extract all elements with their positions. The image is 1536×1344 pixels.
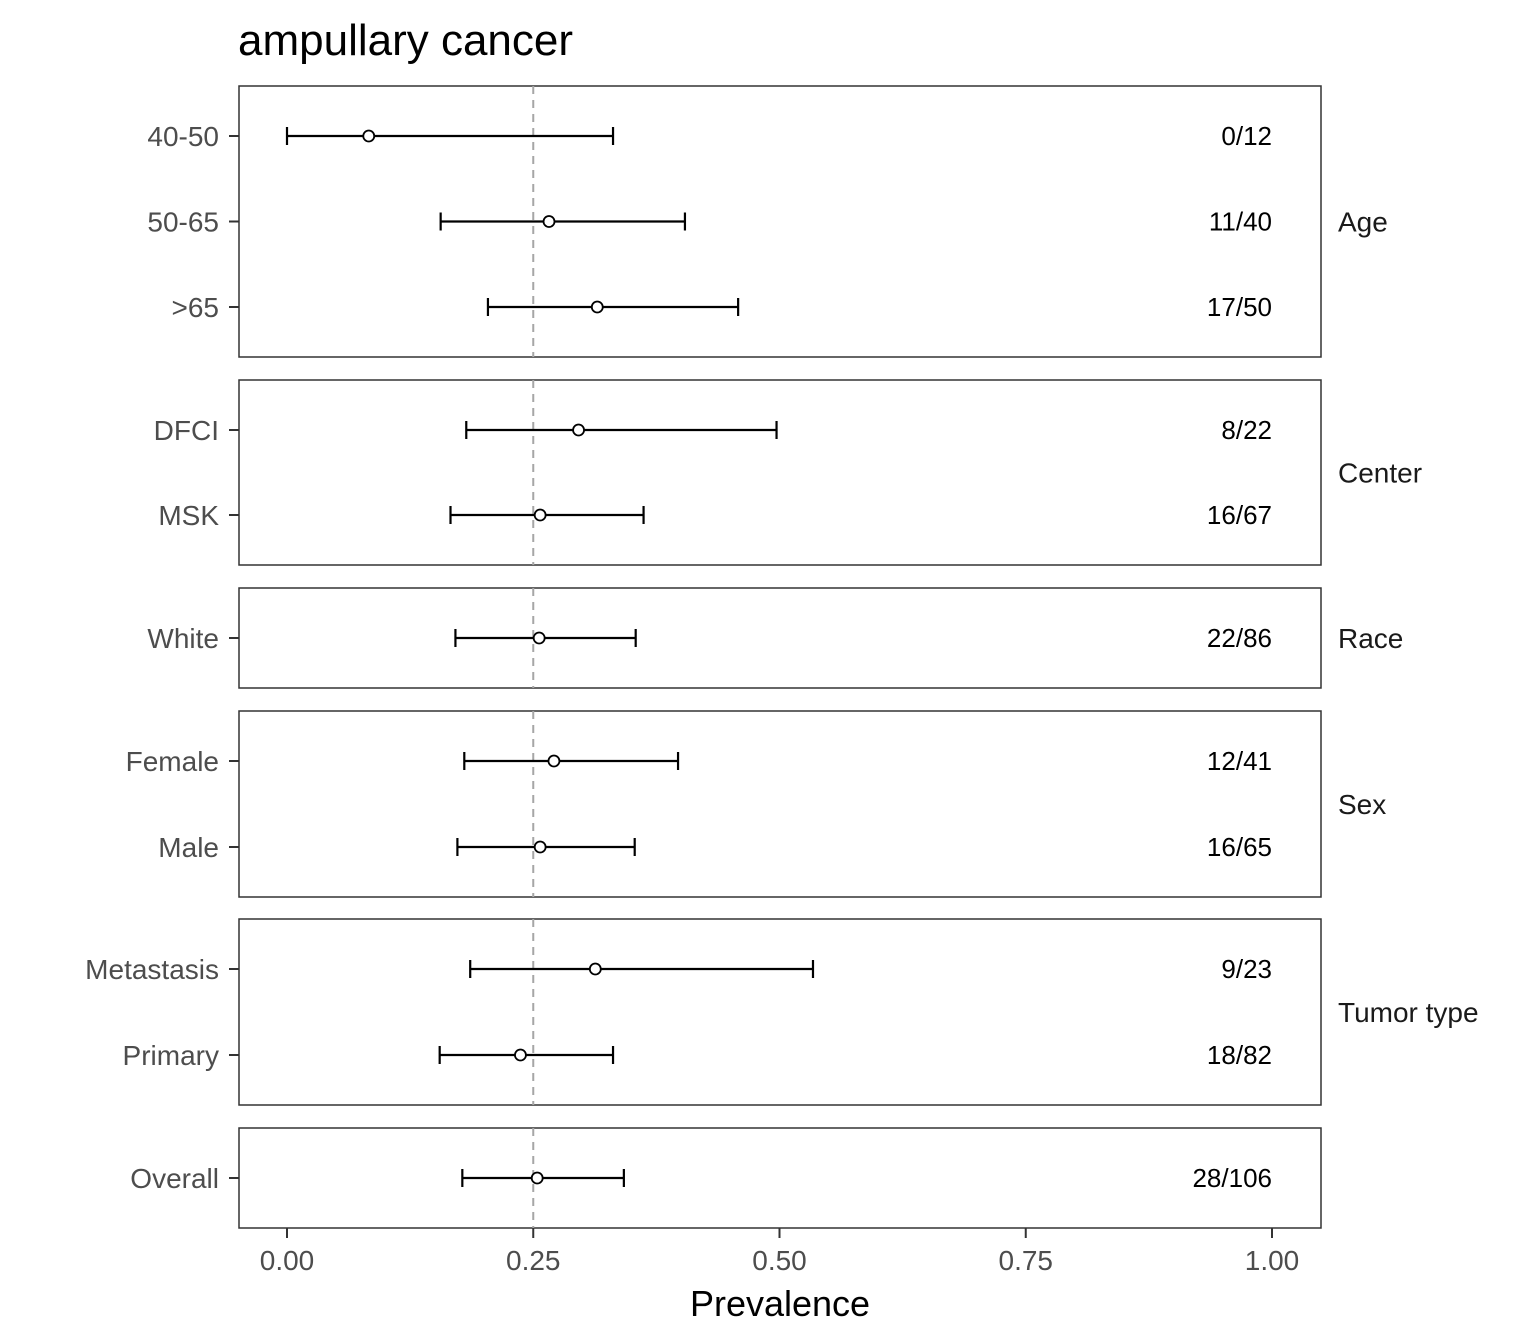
y-tick-label: Male (158, 832, 219, 863)
y-tick-label: Female (126, 746, 219, 777)
point-estimate (514, 1048, 527, 1062)
y-tick-label: White (147, 623, 219, 654)
point-estimate (532, 631, 546, 645)
panel-overall: Overall 28/106 (130, 1127, 1322, 1229)
count-label: 18/82 (1207, 1040, 1272, 1070)
x-tick-label: 0.75 (999, 1245, 1054, 1276)
y-tick-label: 50-65 (147, 207, 219, 238)
panel-center: DFCI 8/22 MSK 16/67 Center (154, 379, 1422, 566)
count-label: 28/106 (1192, 1163, 1272, 1193)
count-label: 16/67 (1207, 500, 1272, 530)
panel-strip-label: Sex (1338, 789, 1386, 820)
count-label: 11/40 (1209, 207, 1272, 237)
panel-strip-label: Race (1338, 623, 1403, 654)
panel-sex: Female 12/41 Male 16/65 Sex (126, 710, 1386, 898)
panels: 40-50 0/12 50-65 11/40 >65 17/50 Age DFCI 8/22 MS… (85, 85, 1479, 1229)
panel-race: White 22/86 Race (147, 587, 1403, 689)
panel-border (238, 587, 1322, 689)
panel-strip-label: Age (1338, 207, 1388, 238)
point-estimate (588, 962, 602, 976)
y-tick-label: MSK (158, 500, 219, 531)
panel-border (238, 918, 1322, 1106)
count-label: 12/41 (1207, 746, 1272, 776)
x-axis: 0.00 0.25 0.50 0.75 1.00 (260, 1228, 1300, 1276)
y-tick-label: Overall (130, 1163, 219, 1194)
y-tick-label: >65 (172, 292, 220, 323)
point-estimate (590, 300, 604, 314)
panel-age: 40-50 0/12 50-65 11/40 >65 17/50 Age (147, 85, 1388, 358)
count-label: 16/65 (1207, 832, 1272, 862)
x-tick-label: 0.00 (260, 1245, 315, 1276)
point-estimate (542, 215, 556, 228)
chart-title: ampullary cancer (238, 16, 573, 65)
count-label: 17/50 (1207, 292, 1272, 322)
point-estimate (547, 754, 561, 768)
point-estimate (530, 1171, 544, 1185)
point-estimate (533, 508, 547, 522)
x-tick-label: 0.50 (752, 1245, 807, 1276)
point-estimate (533, 840, 547, 854)
y-tick-label: DFCI (154, 415, 219, 446)
point-estimate (572, 423, 585, 437)
count-label: 22/86 (1207, 623, 1272, 653)
y-tick-label: Primary (123, 1040, 219, 1071)
panel-border (238, 710, 1322, 898)
point-estimate (362, 129, 376, 143)
x-axis-title: Prevalence (690, 1283, 870, 1324)
panel-strip-label: Center (1338, 458, 1422, 489)
x-tick-label: 1.00 (1245, 1245, 1300, 1276)
x-tick-label: 0.25 (506, 1245, 561, 1276)
panel-strip-label: Tumor type (1338, 997, 1479, 1028)
panel-border (238, 379, 1322, 566)
count-label: 9/23 (1221, 954, 1272, 984)
panel-tumor-type: Metastasis 9/23 Primary 18/82 Tumor type (85, 918, 1479, 1106)
count-label: 0/12 (1221, 121, 1272, 151)
count-label: 8/22 (1221, 415, 1272, 445)
panel-border (238, 1127, 1322, 1229)
y-tick-label: Metastasis (85, 954, 219, 985)
panel-border (238, 85, 1322, 358)
y-tick-label: 40-50 (147, 121, 219, 152)
